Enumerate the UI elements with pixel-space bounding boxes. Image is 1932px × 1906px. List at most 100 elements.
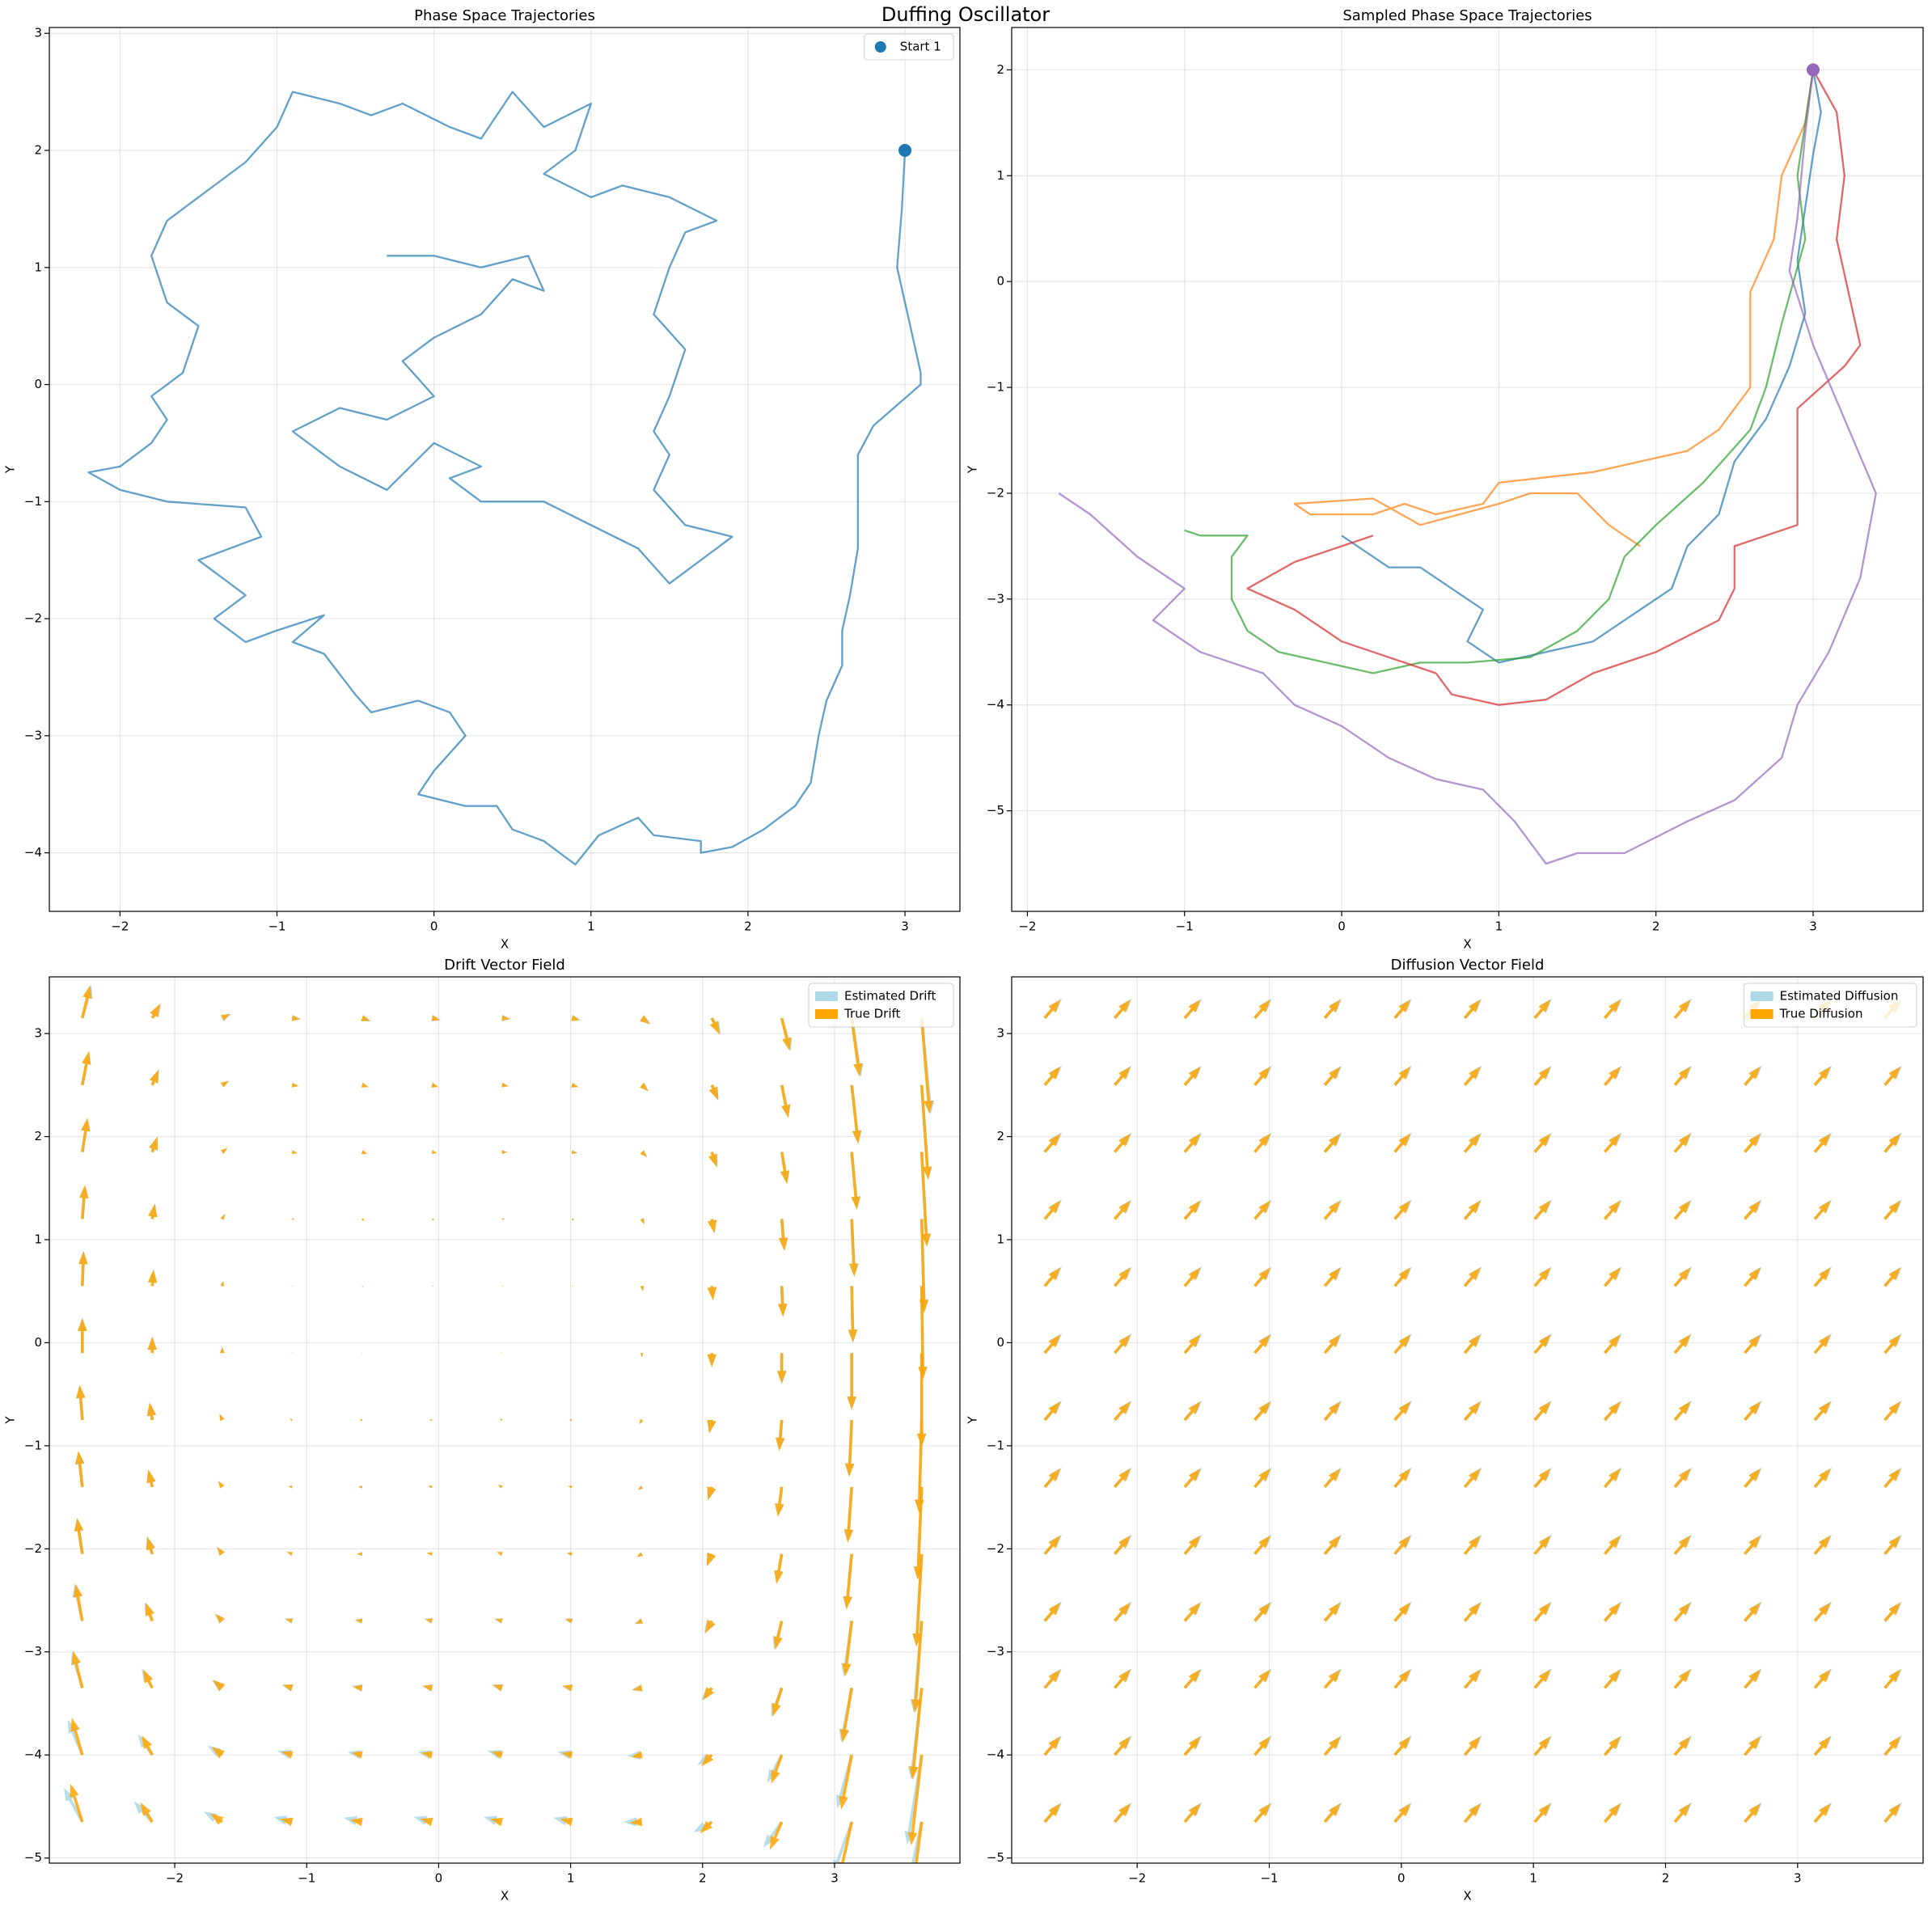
y-tick-label: 0 <box>996 274 1004 289</box>
arrow <box>1673 999 1691 1020</box>
arrow <box>79 1185 89 1219</box>
arrow <box>1323 1736 1341 1756</box>
arrow <box>907 1755 924 1846</box>
figure-title: Duffing Oscillator <box>881 3 1050 26</box>
arrow <box>708 1084 719 1101</box>
arrow <box>850 1152 860 1210</box>
y-tick-label: −1 <box>987 380 1004 395</box>
y-tick-label: −3 <box>987 591 1004 606</box>
arrow <box>1183 1669 1201 1689</box>
y-tick-label: 3 <box>996 1026 1004 1041</box>
arrow <box>1673 1602 1691 1622</box>
arrow <box>838 1821 853 1863</box>
arrow <box>74 1518 84 1554</box>
arrow <box>1883 1066 1901 1086</box>
arrow <box>491 1751 504 1759</box>
arrow <box>1183 1535 1201 1555</box>
arrow <box>630 1817 643 1827</box>
arrow <box>1463 1468 1481 1488</box>
subplot: −2 −1 0 1 2 3 −5 −4 −3 −2 −1 0 1 2 Sampled Phase Space… <box>966 7 1924 952</box>
arrow <box>1883 1468 1901 1488</box>
arrow <box>81 1050 91 1086</box>
legend-marker <box>874 41 886 53</box>
arrow <box>780 1152 790 1185</box>
arrow <box>1043 1133 1061 1153</box>
y-tick-label: −2 <box>24 611 42 626</box>
axes-frame <box>1011 27 1924 912</box>
plot-background <box>49 27 960 911</box>
arrow <box>707 1219 717 1234</box>
arrow <box>1533 1066 1551 1086</box>
arrow <box>220 1214 225 1220</box>
arrow <box>1813 1334 1831 1354</box>
arrow <box>81 985 92 1019</box>
arrow <box>639 1418 644 1425</box>
arrow <box>146 1536 155 1555</box>
arrow <box>1114 1066 1131 1086</box>
arrow <box>431 1150 438 1154</box>
arrow <box>1673 1535 1691 1555</box>
arrow <box>1463 1334 1481 1354</box>
arrow <box>150 1004 161 1019</box>
arrow <box>421 1751 433 1759</box>
subplot: −2 −1 0 1 2 3 −5 −4 −3 −2 −1 0 1 2 3 Drift Vector Field… <box>3 957 961 1904</box>
arrow <box>774 1553 784 1584</box>
arrow <box>1114 1468 1131 1488</box>
arrow <box>1393 999 1411 1020</box>
arrow <box>568 1485 573 1489</box>
arrow <box>919 1152 932 1247</box>
arrow <box>1043 1334 1061 1354</box>
x-tick-label: 1 <box>1529 1871 1537 1886</box>
plot-area <box>87 91 922 866</box>
arrow <box>1463 1736 1481 1756</box>
legend: Start 1 <box>864 33 954 61</box>
arrow <box>1744 1066 1761 1086</box>
arrow <box>640 1218 645 1224</box>
arrow <box>213 1680 226 1692</box>
y-tick-label: 2 <box>996 62 1004 77</box>
arrow <box>495 1618 503 1624</box>
arrow <box>571 1150 577 1154</box>
arrow <box>1043 999 1061 1020</box>
arrow <box>1813 1401 1831 1422</box>
arrow <box>776 1419 785 1452</box>
arrow <box>1463 1602 1481 1622</box>
arrow <box>1883 1267 1901 1287</box>
arrow <box>707 1286 717 1301</box>
arrow <box>1744 1468 1761 1488</box>
arrow <box>850 1084 862 1144</box>
arrow <box>73 1583 84 1621</box>
arrow <box>1183 1401 1201 1422</box>
arrow <box>1883 1669 1901 1689</box>
arrow <box>351 1751 363 1759</box>
arrow <box>839 1754 853 1810</box>
arrow <box>571 1015 580 1021</box>
x-axis-label: X <box>1463 1889 1471 1904</box>
arrow <box>1323 1267 1341 1287</box>
arrow <box>1604 1535 1621 1555</box>
arrow <box>1323 1535 1341 1555</box>
arrow <box>288 1485 293 1489</box>
arrow <box>640 1285 644 1291</box>
y-tick-label: −2 <box>987 485 1004 500</box>
y-tick-label: −5 <box>987 1850 1004 1865</box>
arrow <box>357 1485 362 1489</box>
legend-label: True Drift <box>843 1007 901 1021</box>
arrow <box>1604 1401 1621 1422</box>
arrow <box>426 1552 433 1556</box>
y-axis-label: Y <box>3 1416 18 1425</box>
y-tick-label: −3 <box>24 728 42 742</box>
arrow <box>1744 1401 1761 1422</box>
y-tick-label: 3 <box>34 1026 42 1041</box>
plot-area <box>64 985 935 1863</box>
arrow <box>220 1346 225 1354</box>
arrow <box>561 1751 573 1759</box>
arrow <box>773 1621 784 1650</box>
arrow <box>1183 1334 1201 1354</box>
arrow <box>1463 1267 1481 1287</box>
arrow <box>1183 1200 1201 1220</box>
arrow <box>1183 999 1201 1020</box>
arrow <box>915 1821 924 1863</box>
arrow <box>1744 1803 1761 1824</box>
arrow <box>1114 1602 1131 1622</box>
